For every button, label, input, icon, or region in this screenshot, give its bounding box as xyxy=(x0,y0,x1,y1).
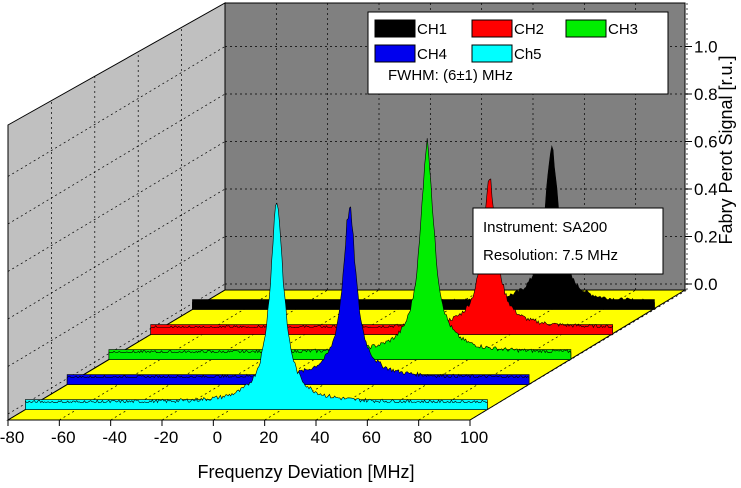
legend-label-Ch5: Ch5 xyxy=(514,46,542,63)
legend-label-CH1: CH1 xyxy=(417,21,447,38)
x-tick-label: 60 xyxy=(362,428,381,447)
z-tick-label: 0.0 xyxy=(694,275,718,294)
annotation-box xyxy=(472,207,664,275)
legend-fwhm-note: FWHM: (6±1) MHz xyxy=(388,67,513,84)
z-axis: 0.0 0.2 0.4 0.6 0.8 1.0 xyxy=(684,3,718,294)
x-axis: -80 -60 -40 -20 0 20 40 60 80 100 xyxy=(0,420,488,447)
annotation-line-2: Resolution: 7.5 MHz xyxy=(483,247,618,264)
x-tick-label: 20 xyxy=(259,428,278,447)
side-wall-gridline xyxy=(7,141,226,272)
series-peak-Ch5 xyxy=(25,202,488,410)
z-tick-label: 0.6 xyxy=(694,133,718,152)
annotation-line-1: Instrument: SA200 xyxy=(483,219,607,236)
legend-label-CH4: CH4 xyxy=(417,46,447,63)
x-tick-label: 80 xyxy=(413,428,432,447)
legend-swatch-CH2 xyxy=(471,19,513,38)
side-wall-gridline xyxy=(7,93,226,225)
legend-swatch-Ch5 xyxy=(471,44,513,63)
x-tick-label: 100 xyxy=(460,428,488,447)
floor-gridline xyxy=(469,289,688,421)
legend-label-CH3: CH3 xyxy=(608,21,638,38)
legend-box xyxy=(367,11,669,95)
side-wall-gridline xyxy=(7,283,226,415)
legend-swatch-CH4 xyxy=(374,44,416,63)
x-tick-label: -40 xyxy=(102,428,127,447)
z-tick-label: 1.0 xyxy=(694,38,718,57)
x-tick-label: 0 xyxy=(213,428,222,447)
side-wall-gridline xyxy=(7,236,226,367)
z-tick-label: 0.8 xyxy=(694,85,718,104)
legend-swatch-CH3 xyxy=(565,19,607,38)
instrument-annotation: Instrument: SA200 Resolution: 7.5 MHz xyxy=(472,207,664,275)
side-wall-gridline xyxy=(7,188,226,320)
legend-label-CH2: CH2 xyxy=(514,21,544,38)
legend-swatch-CH1 xyxy=(374,19,416,38)
z-tick-label: 0.4 xyxy=(694,180,718,199)
z-tick-label: 0.2 xyxy=(694,228,718,247)
legend: CH1 CH2 CH3 CH4 Ch5 FWHM: (6±1) MHz xyxy=(367,11,669,95)
x-tick-label: 40 xyxy=(311,428,330,447)
z-axis-label: Fabry Perot Signal [r.u.] xyxy=(716,55,736,244)
x-tick-label: -20 xyxy=(154,428,179,447)
x-tick-label: -60 xyxy=(51,428,76,447)
side-wall-gridline xyxy=(7,46,226,177)
series-peak-CH2 xyxy=(150,178,614,335)
x-axis-label: Frequenzy Deviation [MHz] xyxy=(197,462,414,482)
x-tick-label: -80 xyxy=(0,428,24,447)
